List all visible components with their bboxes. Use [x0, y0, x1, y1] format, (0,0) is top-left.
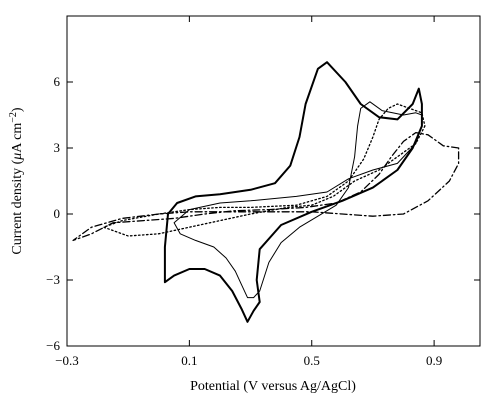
plot-frame: [66, 15, 481, 347]
series-line-solid-thin: [173, 101, 423, 299]
x-tick-label: 0.5: [304, 353, 320, 368]
series-line-dotted: [103, 103, 426, 237]
series-line-solid-thick: [163, 61, 423, 323]
y-tick-label: 6: [54, 74, 61, 89]
series-line-dash-dot: [72, 131, 460, 242]
y-axis-label-unit: A cm: [10, 123, 25, 153]
x-tick-label: 0.9: [426, 353, 442, 368]
y-tick-label: 3: [54, 140, 61, 155]
y-axis-label-mu: μ: [10, 153, 25, 161]
y-tick-label: 0: [54, 206, 61, 221]
y-tick-label: −6: [46, 338, 60, 353]
y-axis-label-sup: −2: [8, 112, 19, 123]
y-axis-label-suffix: ): [10, 107, 25, 112]
y-axis-label-prefix: Current density (: [10, 159, 25, 254]
y-tick-label: −3: [46, 272, 60, 287]
axis-ticks: −0.3 0.1 0.5 0.9 −6 −3 0 3 6: [46, 16, 480, 368]
y-axis-label: Current density (μA cm−2): [8, 107, 25, 255]
series-group: [72, 61, 460, 323]
x-axis-label: Potential (V versus Ag/AgCl): [190, 379, 356, 394]
x-tick-label: −0.3: [55, 353, 79, 368]
x-tick-label: 0.1: [181, 353, 197, 368]
